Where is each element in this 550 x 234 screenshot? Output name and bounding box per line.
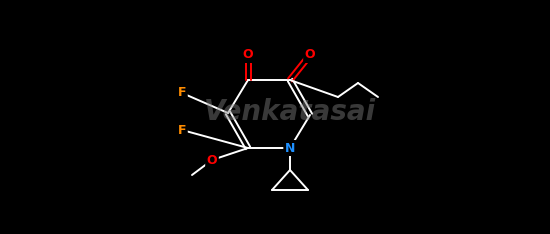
- Text: N: N: [285, 142, 295, 154]
- Text: Venkatasai: Venkatasai: [204, 98, 376, 126]
- Text: F: F: [178, 124, 186, 136]
- Text: O: O: [207, 154, 217, 167]
- Text: O: O: [305, 48, 315, 62]
- Text: O: O: [243, 48, 254, 62]
- Text: F: F: [178, 87, 186, 99]
